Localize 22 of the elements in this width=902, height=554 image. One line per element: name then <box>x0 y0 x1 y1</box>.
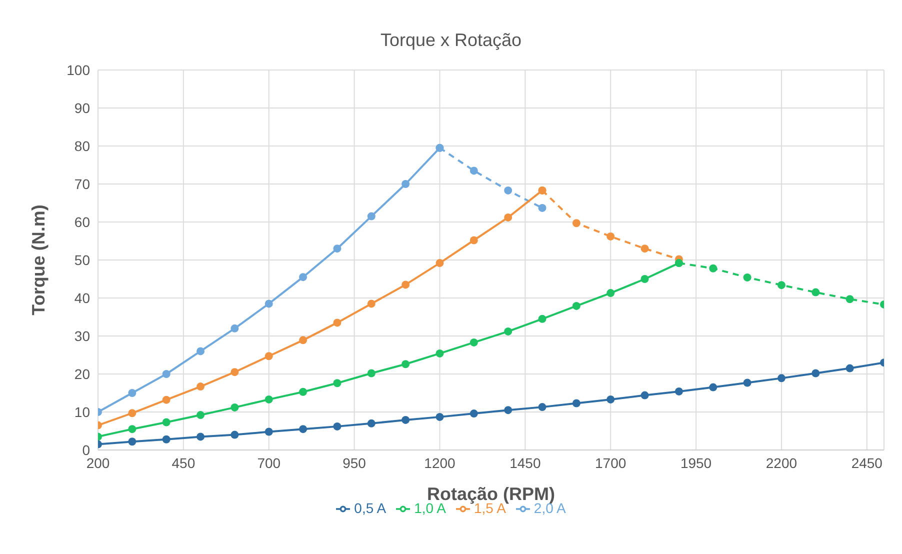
y-tick-label: 50 <box>74 252 90 268</box>
y-tick-label: 10 <box>74 404 90 420</box>
x-tick-label: 1950 <box>680 454 712 471</box>
y-axis-title: Torque (N.m) <box>28 204 48 316</box>
x-tick-label: 950 <box>342 454 366 471</box>
y-tick-label: 30 <box>74 328 90 344</box>
x-tick-label: 1450 <box>510 454 541 471</box>
y-tick-label: 90 <box>74 100 90 116</box>
y-tick-label: 60 <box>74 214 90 230</box>
y-tick-label: 40 <box>74 290 90 306</box>
legend-label: 0,5 A <box>354 500 386 516</box>
x-tick-label: 2450 <box>851 454 883 471</box>
y-tick-label: 80 <box>74 138 90 154</box>
x-tick-label: 1200 <box>424 454 456 471</box>
y-tick-label: 20 <box>74 366 90 382</box>
x-tick-label: 2200 <box>766 454 798 471</box>
x-tick-label: 450 <box>172 454 196 471</box>
x-tick-label: 700 <box>257 454 281 471</box>
chart-title: Torque x Rotação <box>379 29 523 52</box>
y-tick-label: 100 <box>66 62 90 78</box>
y-tick-label: 70 <box>74 176 90 192</box>
x-tick-label: 1700 <box>595 454 626 471</box>
